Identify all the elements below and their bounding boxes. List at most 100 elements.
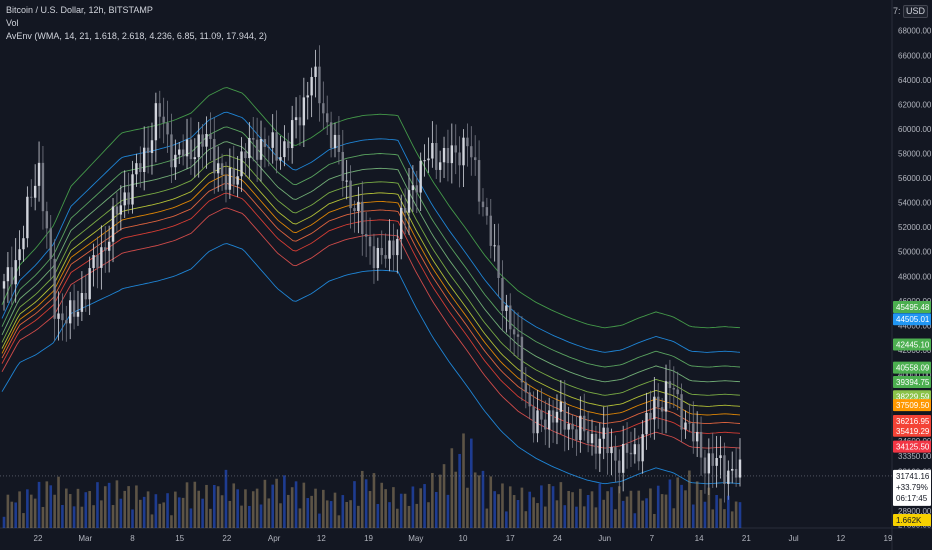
candle-body — [10, 267, 13, 285]
volume-bar — [45, 481, 49, 528]
volume-bar — [290, 487, 294, 528]
volume-bar — [532, 497, 535, 528]
candle-body — [170, 134, 173, 168]
volume-bar — [220, 495, 224, 528]
volume-bar — [57, 476, 60, 528]
volume-bar — [719, 498, 722, 528]
candle-body — [466, 137, 469, 147]
price-level-tag — [893, 414, 931, 427]
candle-body — [454, 145, 457, 153]
candle-body — [629, 452, 633, 455]
price-level-label: 37509.50 — [896, 401, 930, 410]
volume-bar — [53, 494, 56, 528]
volume-bar — [431, 472, 434, 528]
candle-body — [392, 240, 395, 256]
candle-body — [30, 196, 33, 198]
volume-bar — [100, 500, 103, 528]
time-tick-label: Jul — [788, 534, 798, 543]
candle-body — [427, 158, 430, 161]
price-tick-label: 50000.00 — [898, 248, 932, 257]
volume-bar — [703, 501, 707, 528]
candle-body — [645, 412, 648, 435]
candle-body — [302, 97, 306, 126]
candle-body — [621, 443, 625, 473]
price-tick-label: 48000.00 — [898, 272, 932, 281]
volume-bar — [68, 494, 72, 528]
time-tick-label: 15 — [175, 534, 184, 543]
candle-body — [271, 132, 274, 148]
volume-bar — [571, 492, 574, 528]
volume-bar — [567, 490, 570, 528]
volume-bar — [306, 498, 310, 528]
volume-bar — [197, 490, 201, 528]
volume-bar — [294, 481, 298, 528]
envelope-band-6 — [1, 174, 741, 416]
candle-body — [139, 163, 142, 173]
candle-body — [131, 174, 134, 205]
volume-bar — [399, 493, 403, 528]
volume-bar — [598, 483, 602, 528]
candle-body — [442, 148, 446, 163]
candle-body — [318, 66, 321, 104]
candle-body — [711, 453, 714, 466]
candle-body — [57, 313, 60, 319]
candle-body — [598, 438, 602, 454]
price-level-label: 38229.59 — [896, 392, 930, 401]
volume-bar — [376, 504, 380, 528]
envelope-band-9 — [1, 207, 741, 449]
time-tick-label: 14 — [695, 534, 704, 543]
volume-bar — [699, 489, 703, 528]
candle-body — [660, 407, 664, 412]
candle-body — [509, 305, 512, 330]
candle-body — [201, 134, 204, 147]
volume-bar — [88, 491, 91, 528]
volume-indicator-label[interactable]: Vol — [6, 18, 19, 28]
candle-body — [512, 329, 516, 335]
volume-bar — [216, 486, 220, 528]
volume-tag — [893, 514, 931, 526]
volume-bar — [454, 471, 458, 528]
time-tick-label: 22 — [222, 534, 231, 543]
price-tick-label: 64000.00 — [898, 76, 932, 85]
candle-body — [695, 431, 699, 442]
volume-bar — [232, 483, 236, 528]
candle-body — [80, 293, 84, 312]
candle-body — [419, 160, 422, 193]
volume-bar — [645, 498, 648, 528]
candle-body — [290, 120, 294, 149]
candle-body — [96, 255, 99, 268]
volume-bar — [680, 484, 683, 528]
candle-body — [2, 281, 6, 289]
volume-bar — [508, 486, 512, 528]
envelope-indicator-label[interactable]: AvEnv (WMA, 14, 21, 1.618, 2.618, 4.236,… — [6, 31, 267, 41]
candle-body — [676, 389, 679, 395]
time-tick-label: Jun — [598, 534, 611, 543]
price-level-tag — [893, 375, 931, 388]
candle-body — [731, 468, 734, 471]
volume-bar — [138, 499, 142, 528]
volume-bar — [29, 494, 33, 528]
candle-body — [567, 423, 570, 430]
candle-body — [372, 246, 376, 269]
candle-body — [653, 396, 656, 420]
candle-body — [446, 148, 450, 164]
volume-bar — [434, 491, 438, 528]
candle-body — [127, 192, 130, 205]
volume-bar — [115, 480, 119, 528]
candle-body — [259, 139, 263, 160]
candle-body — [345, 180, 348, 182]
price-tick-label: 52000.00 — [898, 223, 932, 232]
candle-body — [618, 460, 621, 473]
volume-bar — [633, 513, 637, 528]
volume-bar — [84, 492, 88, 528]
volume-bar — [380, 482, 384, 528]
volume-bar — [119, 498, 123, 528]
volume-bar — [419, 488, 422, 528]
volume-bar — [403, 493, 407, 528]
time-tick-label: 19 — [884, 534, 893, 543]
volume-bar — [668, 479, 672, 528]
volume-bar — [181, 497, 185, 528]
currency-badge[interactable]: USD — [903, 5, 929, 18]
volume-bar — [528, 491, 532, 528]
